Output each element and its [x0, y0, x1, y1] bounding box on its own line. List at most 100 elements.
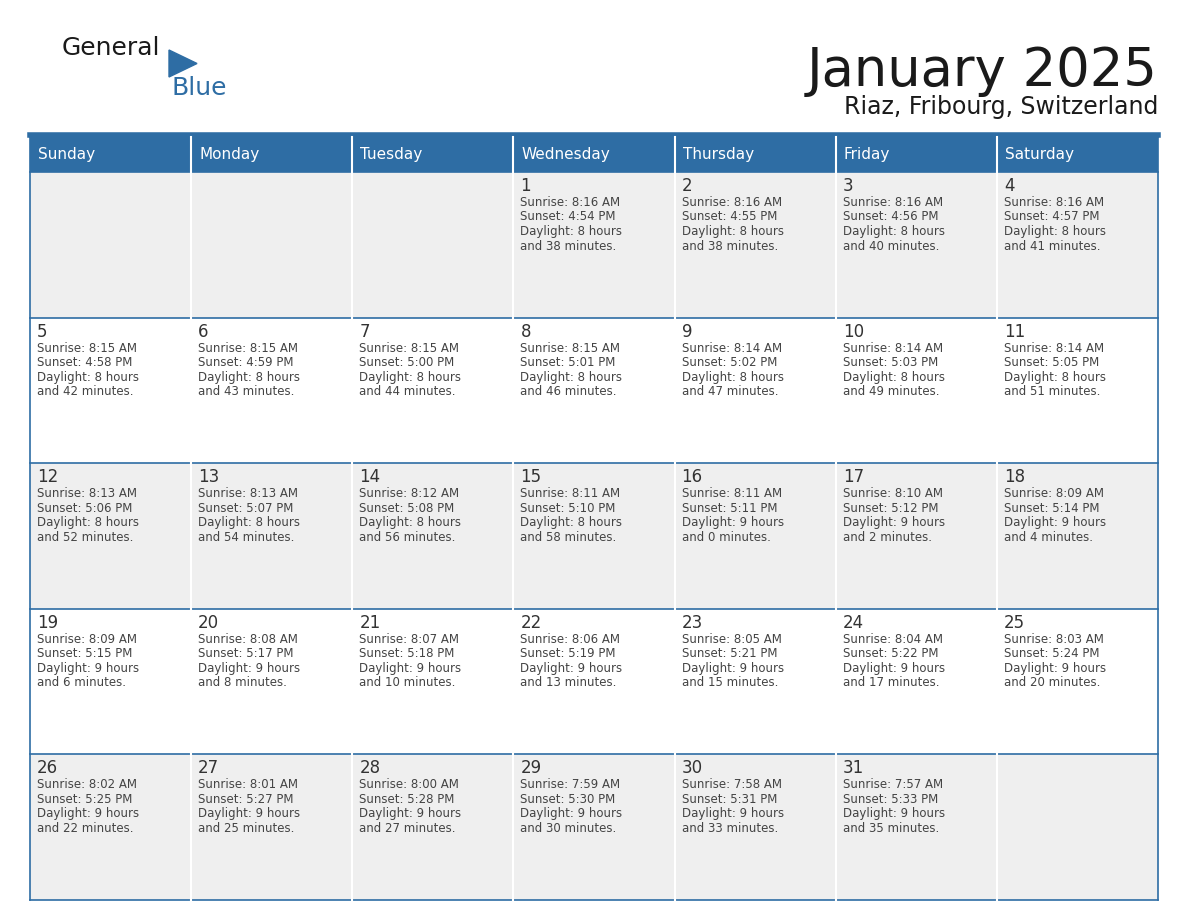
Text: Daylight: 9 hours: Daylight: 9 hours — [520, 662, 623, 675]
Text: and 27 minutes.: and 27 minutes. — [359, 822, 456, 834]
Text: Saturday: Saturday — [1005, 147, 1074, 162]
Text: Sunrise: 8:08 AM: Sunrise: 8:08 AM — [198, 633, 298, 645]
Text: and 4 minutes.: and 4 minutes. — [1004, 531, 1093, 543]
Text: Sunrise: 8:00 AM: Sunrise: 8:00 AM — [359, 778, 459, 791]
Text: and 49 minutes.: and 49 minutes. — [842, 385, 940, 398]
Text: Sunset: 5:15 PM: Sunset: 5:15 PM — [37, 647, 132, 660]
Text: Sunset: 5:03 PM: Sunset: 5:03 PM — [842, 356, 939, 369]
Text: Sunset: 5:31 PM: Sunset: 5:31 PM — [682, 793, 777, 806]
Text: Daylight: 9 hours: Daylight: 9 hours — [198, 662, 301, 675]
Text: 2: 2 — [682, 177, 693, 195]
Text: Sunset: 4:55 PM: Sunset: 4:55 PM — [682, 210, 777, 223]
Text: and 35 minutes.: and 35 minutes. — [842, 822, 939, 834]
Text: Daylight: 8 hours: Daylight: 8 hours — [842, 225, 944, 238]
Text: General: General — [62, 36, 160, 60]
Text: 10: 10 — [842, 322, 864, 341]
Text: and 17 minutes.: and 17 minutes. — [842, 677, 940, 689]
Text: Tuesday: Tuesday — [360, 147, 423, 162]
Text: 29: 29 — [520, 759, 542, 778]
Text: Sunset: 5:00 PM: Sunset: 5:00 PM — [359, 356, 455, 369]
Text: and 46 minutes.: and 46 minutes. — [520, 385, 617, 398]
Text: and 42 minutes.: and 42 minutes. — [37, 385, 133, 398]
Text: and 52 minutes.: and 52 minutes. — [37, 531, 133, 543]
Text: Monday: Monday — [200, 147, 259, 162]
Text: Daylight: 8 hours: Daylight: 8 hours — [37, 371, 139, 384]
Bar — [30, 755, 1158, 900]
Text: Daylight: 9 hours: Daylight: 9 hours — [682, 808, 784, 821]
Text: Sunset: 5:11 PM: Sunset: 5:11 PM — [682, 502, 777, 515]
Text: Daylight: 8 hours: Daylight: 8 hours — [682, 371, 784, 384]
Text: 16: 16 — [682, 468, 702, 487]
Text: Sunset: 5:30 PM: Sunset: 5:30 PM — [520, 793, 615, 806]
Text: Sunset: 5:12 PM: Sunset: 5:12 PM — [842, 502, 939, 515]
Text: Sunrise: 8:07 AM: Sunrise: 8:07 AM — [359, 633, 460, 645]
Text: Sunrise: 8:01 AM: Sunrise: 8:01 AM — [198, 778, 298, 791]
Text: January 2025: January 2025 — [807, 45, 1158, 97]
Text: Daylight: 8 hours: Daylight: 8 hours — [37, 516, 139, 529]
Text: and 20 minutes.: and 20 minutes. — [1004, 677, 1100, 689]
Text: and 51 minutes.: and 51 minutes. — [1004, 385, 1100, 398]
Polygon shape — [169, 50, 197, 77]
Text: Sunrise: 8:11 AM: Sunrise: 8:11 AM — [520, 487, 620, 500]
Text: Sunrise: 8:10 AM: Sunrise: 8:10 AM — [842, 487, 943, 500]
Text: and 25 minutes.: and 25 minutes. — [198, 822, 295, 834]
Text: and 38 minutes.: and 38 minutes. — [682, 240, 778, 252]
Text: 23: 23 — [682, 614, 703, 632]
Text: 14: 14 — [359, 468, 380, 487]
Text: Daylight: 9 hours: Daylight: 9 hours — [842, 808, 944, 821]
Text: Sunset: 5:02 PM: Sunset: 5:02 PM — [682, 356, 777, 369]
Text: and 0 minutes.: and 0 minutes. — [682, 531, 771, 543]
Text: and 58 minutes.: and 58 minutes. — [520, 531, 617, 543]
Text: Thursday: Thursday — [683, 147, 753, 162]
Text: Sunrise: 8:05 AM: Sunrise: 8:05 AM — [682, 633, 782, 645]
Text: and 38 minutes.: and 38 minutes. — [520, 240, 617, 252]
Text: Friday: Friday — [843, 147, 890, 162]
Text: and 33 minutes.: and 33 minutes. — [682, 822, 778, 834]
Text: Sunrise: 8:04 AM: Sunrise: 8:04 AM — [842, 633, 943, 645]
Text: Sunrise: 8:11 AM: Sunrise: 8:11 AM — [682, 487, 782, 500]
Text: Daylight: 9 hours: Daylight: 9 hours — [842, 662, 944, 675]
Text: 18: 18 — [1004, 468, 1025, 487]
Text: Sunrise: 8:06 AM: Sunrise: 8:06 AM — [520, 633, 620, 645]
Text: and 47 minutes.: and 47 minutes. — [682, 385, 778, 398]
Bar — [191, 137, 353, 172]
Bar — [30, 609, 1158, 755]
Text: Sunset: 5:05 PM: Sunset: 5:05 PM — [1004, 356, 1099, 369]
Text: Sunrise: 8:14 AM: Sunrise: 8:14 AM — [842, 341, 943, 354]
Text: 4: 4 — [1004, 177, 1015, 195]
Text: and 8 minutes.: and 8 minutes. — [198, 677, 287, 689]
Text: Sunset: 5:28 PM: Sunset: 5:28 PM — [359, 793, 455, 806]
Text: 19: 19 — [37, 614, 58, 632]
Text: 20: 20 — [198, 614, 220, 632]
Text: Sunrise: 8:02 AM: Sunrise: 8:02 AM — [37, 778, 137, 791]
Text: 3: 3 — [842, 177, 853, 195]
Text: 11: 11 — [1004, 322, 1025, 341]
Text: 1: 1 — [520, 177, 531, 195]
Bar — [30, 172, 1158, 318]
Text: Sunrise: 8:13 AM: Sunrise: 8:13 AM — [198, 487, 298, 500]
Text: 13: 13 — [198, 468, 220, 487]
Text: Sunset: 5:27 PM: Sunset: 5:27 PM — [198, 793, 293, 806]
Text: Sunrise: 8:16 AM: Sunrise: 8:16 AM — [842, 196, 943, 209]
Text: 5: 5 — [37, 322, 48, 341]
Text: Sunrise: 7:57 AM: Sunrise: 7:57 AM — [842, 778, 943, 791]
Text: Sunset: 4:56 PM: Sunset: 4:56 PM — [842, 210, 939, 223]
Text: and 54 minutes.: and 54 minutes. — [198, 531, 295, 543]
Text: 25: 25 — [1004, 614, 1025, 632]
Text: Daylight: 8 hours: Daylight: 8 hours — [1004, 371, 1106, 384]
Text: Daylight: 8 hours: Daylight: 8 hours — [520, 371, 623, 384]
Text: Sunset: 5:14 PM: Sunset: 5:14 PM — [1004, 502, 1099, 515]
Text: Sunset: 5:33 PM: Sunset: 5:33 PM — [842, 793, 939, 806]
Bar — [30, 137, 191, 172]
Text: Sunrise: 8:13 AM: Sunrise: 8:13 AM — [37, 487, 137, 500]
Text: Daylight: 8 hours: Daylight: 8 hours — [842, 371, 944, 384]
Text: Sunset: 5:19 PM: Sunset: 5:19 PM — [520, 647, 615, 660]
Text: 26: 26 — [37, 759, 58, 778]
Text: Riaz, Fribourg, Switzerland: Riaz, Fribourg, Switzerland — [843, 95, 1158, 119]
Text: Sunrise: 8:16 AM: Sunrise: 8:16 AM — [1004, 196, 1104, 209]
Text: Sunset: 5:18 PM: Sunset: 5:18 PM — [359, 647, 455, 660]
Text: Sunrise: 8:15 AM: Sunrise: 8:15 AM — [520, 341, 620, 354]
Text: and 43 minutes.: and 43 minutes. — [198, 385, 295, 398]
Text: 9: 9 — [682, 322, 693, 341]
Text: Sunset: 4:59 PM: Sunset: 4:59 PM — [198, 356, 293, 369]
